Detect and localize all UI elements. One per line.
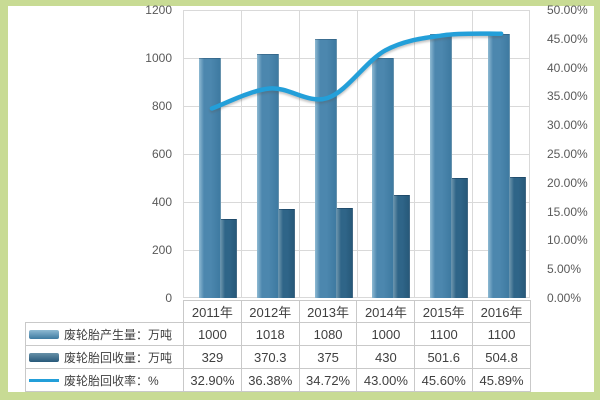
bar-recycled-2014年 [394, 195, 410, 298]
legend-cell-production: 废轮胎产生量：万吨 [25, 322, 184, 346]
value-cell-production-2012年: 1018 [240, 322, 300, 346]
gridline-horizontal [183, 250, 530, 251]
bar-recycled-2012年 [279, 209, 295, 298]
value-cell-production-2013年: 1080 [298, 322, 358, 346]
legend-cell-recycled: 废轮胎回收量：万吨 [25, 345, 184, 369]
y-axis-left-tick: 200 [151, 243, 172, 257]
legend-inner-rate: 废轮胎回收率：% [27, 372, 183, 389]
bar-production-2012年 [257, 54, 279, 298]
y-axis-left-tick: 0 [165, 291, 172, 305]
value-cell-rate-2011年: 32.90% [183, 368, 242, 392]
y-axis-right-tick: 30.00% [547, 118, 588, 133]
value-cell-production-2015年: 1100 [414, 322, 474, 346]
y-axis-left-tick: 1200 [145, 3, 172, 17]
value-cell-rate-2012年: 36.38% [240, 368, 300, 392]
year-header-cell: 2011年 [183, 300, 242, 323]
value-cell-recycled-2015年: 501.6 [414, 345, 474, 369]
value-cell-recycled-2012年: 370.3 [240, 345, 300, 369]
gridline-horizontal [183, 10, 530, 11]
y-axis-right-tick: 20.00% [547, 175, 588, 190]
recovery-rate-line-layer [209, 31, 504, 111]
value-cell-production-2014年: 1000 [356, 322, 416, 346]
y-axis-left-tick: 600 [151, 147, 172, 161]
legend-inner-production: 废轮胎产生量：万吨 [27, 326, 183, 343]
y-axis-left-tick: 1000 [145, 51, 172, 65]
value-cell-production-2011年: 1000 [183, 322, 242, 346]
year-header-cell: 2014年 [356, 300, 416, 323]
legend-swatch-rate-line [29, 378, 59, 382]
bar-production-2014年 [372, 58, 394, 298]
value-cell-recycled-2014年: 430 [356, 345, 416, 369]
legend-label-recycled: 废轮胎回收量：万吨 [64, 350, 173, 365]
data-table: 2011年 2012年 2013年 2014年 2015年 2016年废轮胎产生量：万吨 1… [25, 300, 531, 392]
value-cell-rate-2013年: 34.72% [298, 368, 358, 392]
gridline-horizontal [183, 106, 530, 107]
bar-production-2011年 [199, 58, 221, 298]
y-axis-right-tick: 25.00% [547, 147, 588, 161]
legend-swatch-production-bar [29, 329, 59, 339]
y-axis-right-tick: 5.00% [547, 262, 582, 277]
value-cell-rate-2015年: 45.60% [414, 368, 474, 392]
y-axis-right-tick: 35.00% [547, 89, 588, 104]
bar-production-2013年 [315, 39, 337, 298]
y-axis-right-tick: 15.00% [547, 204, 588, 219]
gridline-horizontal [183, 297, 530, 298]
recovery-rate-line [209, 31, 504, 111]
y-axis-left-tick: 400 [151, 195, 172, 209]
gridline-horizontal [183, 58, 530, 59]
legend-swatch-recycled-bar [29, 352, 59, 362]
y-axis-right-tick: 40.00% [547, 60, 588, 75]
year-header-cell: 2013年 [298, 300, 358, 323]
year-header-cell: 2015年 [414, 300, 474, 323]
value-cell-production-2016年: 1100 [472, 322, 531, 346]
legend-label-rate: 废轮胎回收率：% [64, 373, 159, 388]
bar-recycled-2013年 [337, 208, 353, 298]
gridline-horizontal [183, 154, 530, 155]
y-axis-right-tick: 10.00% [547, 233, 588, 248]
table-corner-blank [26, 301, 184, 323]
bar-recycled-2015年 [452, 178, 468, 298]
value-cell-rate-2014年: 43.00% [356, 368, 416, 392]
bar-recycled-2016年 [510, 177, 526, 298]
value-cell-recycled-2011年: 329 [183, 345, 242, 369]
value-cell-recycled-2016年: 504.8 [472, 345, 531, 369]
gridline-horizontal [183, 202, 530, 203]
value-cell-rate-2016年: 45.89% [472, 368, 531, 392]
bar-recycled-2011年 [221, 219, 237, 298]
legend-label-production: 废轮胎产生量：万吨 [64, 327, 173, 342]
y-axis-right-tick: 45.00% [547, 31, 588, 46]
y-axis-left-tick: 800 [151, 99, 172, 113]
y-axis-right-tick: 50.00% [547, 3, 588, 17]
year-header-cell: 2012年 [240, 300, 300, 323]
value-cell-recycled-2013年: 375 [298, 345, 358, 369]
year-header-cell: 2016年 [472, 300, 531, 323]
legend-cell-rate: 废轮胎回收率：% [25, 368, 184, 392]
legend-inner-recycled: 废轮胎回收量：万吨 [27, 349, 183, 366]
y-axis-right-tick: 0.00% [547, 291, 582, 305]
plot-area [183, 10, 530, 298]
